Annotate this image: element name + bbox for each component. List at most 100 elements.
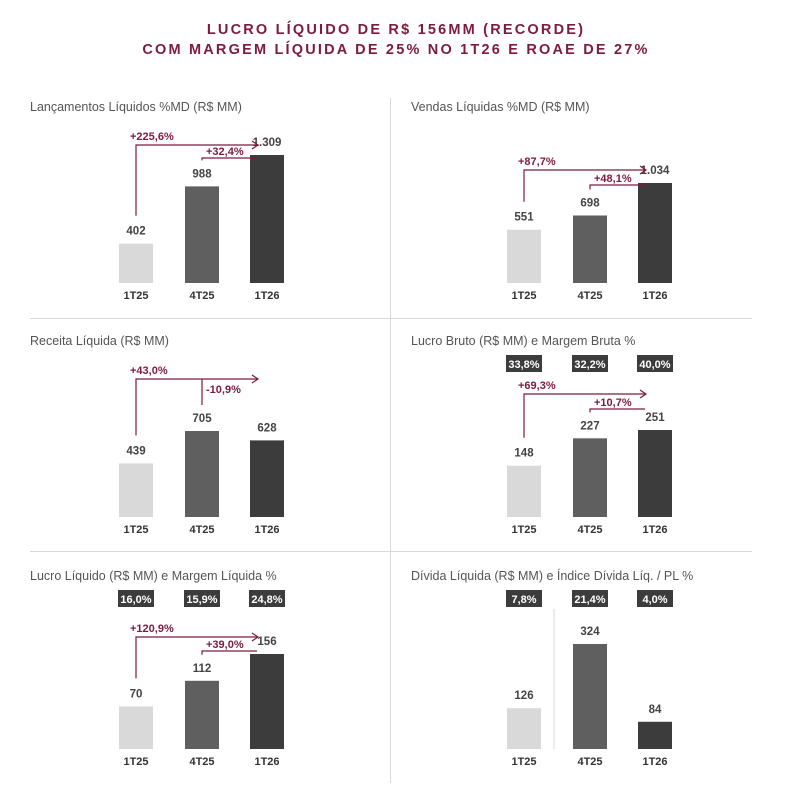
chart-title: Dívida Líquida (R$ MM) e Índice Dívida L… bbox=[411, 569, 694, 583]
margin-badge-label: 24,8% bbox=[251, 594, 282, 606]
category-label: 1T26 bbox=[642, 524, 667, 536]
margin-badge bbox=[249, 590, 285, 607]
data-label: 1.034 bbox=[641, 165, 670, 177]
category-label: 1T25 bbox=[511, 756, 536, 768]
data-label: 251 bbox=[645, 412, 665, 424]
chart-title: Lucro Líquido (R$ MM) e Margem Líquida % bbox=[30, 569, 277, 583]
category-label: 1T26 bbox=[254, 290, 279, 302]
yoy-growth-arrow bbox=[135, 378, 258, 436]
bar-chart: 148 1T25 227 4T25 251 1T26 33,8% 32,2% 40,0% +69,… bbox=[506, 355, 673, 536]
chart-title: Lucro Bruto (R$ MM) e Margem Bruta % bbox=[411, 334, 636, 348]
category-label: 4T25 bbox=[189, 290, 214, 302]
margin-badge bbox=[572, 590, 608, 607]
category-label: 1T26 bbox=[642, 290, 667, 302]
margin-badge-label: 4,0% bbox=[642, 594, 667, 606]
margin-badge-label: 40,0% bbox=[639, 359, 670, 371]
bar-chart: 551 1T25 698 4T25 1.034 1T26 +87,7% +48,1% bbox=[507, 156, 672, 302]
yoy-growth-arrow bbox=[135, 144, 258, 216]
margin-badge bbox=[572, 355, 608, 372]
chart-panel-receita: Receita Líquida (R$ MM) 439 1T25 705 4T25 62… bbox=[30, 334, 402, 564]
chart-title: Receita Líquida (R$ MM) bbox=[30, 334, 169, 348]
margin-badge bbox=[506, 355, 542, 372]
margin-badge bbox=[184, 590, 220, 607]
bar-1t26 bbox=[250, 155, 284, 283]
bar-1t26 bbox=[638, 183, 672, 283]
yoy-growth-label: +225,6% bbox=[130, 131, 174, 143]
report-title-line-2: COM MARGEM LÍQUIDA DE 25% NO 1T26 E ROAE… bbox=[142, 42, 650, 58]
data-label: 551 bbox=[514, 212, 534, 224]
data-label: 988 bbox=[192, 168, 212, 180]
category-label: 1T26 bbox=[254, 756, 279, 768]
row-divider bbox=[30, 551, 752, 552]
qoq-growth-label: +10,7% bbox=[594, 397, 632, 409]
data-label: 156 bbox=[257, 636, 276, 648]
data-label: 705 bbox=[192, 413, 212, 425]
category-label: 4T25 bbox=[577, 290, 602, 302]
qoq-growth-label: +32,4% bbox=[206, 146, 244, 158]
margin-badge-label: 33,8% bbox=[508, 359, 539, 371]
category-label: 1T25 bbox=[123, 290, 148, 302]
report-title-line-1: LUCRO LÍQUIDO DE R$ 156MM (RECORDE) bbox=[206, 22, 586, 38]
bar-1t26 bbox=[638, 721, 672, 749]
category-label: 1T25 bbox=[123, 524, 148, 536]
yoy-growth-label: +87,7% bbox=[518, 156, 556, 168]
data-label: 324 bbox=[580, 626, 600, 638]
bar-1t25 bbox=[507, 708, 541, 749]
yoy-growth-arrow bbox=[135, 636, 258, 679]
bar-1t25 bbox=[119, 243, 153, 283]
category-label: 4T25 bbox=[577, 524, 602, 536]
bar-1t26 bbox=[638, 430, 672, 517]
data-label: 112 bbox=[193, 663, 212, 675]
chart-panel-vendas: Vendas Líquidas %MD (R$ MM) 551 1T25 698 4T… bbox=[411, 100, 783, 330]
bar-4t25 bbox=[573, 215, 607, 283]
qoq-growth-label: +48,1% bbox=[594, 173, 632, 185]
category-label: 4T25 bbox=[577, 756, 602, 768]
arrowhead-icon bbox=[639, 165, 648, 175]
category-label: 1T25 bbox=[511, 290, 536, 302]
yoy-growth-arrow bbox=[523, 393, 646, 438]
qoq-growth-label: +39,0% bbox=[206, 639, 244, 651]
bar-1t25 bbox=[507, 229, 541, 283]
arrowhead-icon bbox=[251, 632, 260, 642]
chart-panel-lancamentos: Lançamentos Líquidos %MD (R$ MM) 402 1T25… bbox=[30, 100, 402, 330]
margin-badge bbox=[506, 590, 542, 607]
category-label: 1T25 bbox=[123, 756, 148, 768]
bar-1t25 bbox=[507, 465, 541, 517]
chart-panel-lucro-liquido: Lucro Líquido (R$ MM) e Margem Líquida %… bbox=[30, 569, 402, 799]
arrowhead-icon bbox=[251, 140, 260, 150]
yoy-growth-label: +120,9% bbox=[130, 623, 174, 635]
data-label: 439 bbox=[126, 445, 145, 457]
bar-4t25 bbox=[185, 186, 219, 283]
qoq-growth-arrow bbox=[589, 408, 645, 413]
category-label: 1T26 bbox=[642, 756, 667, 768]
data-label: 70 bbox=[130, 688, 143, 700]
qoq-growth-arrow bbox=[201, 157, 257, 161]
margin-badge-label: 15,9% bbox=[186, 594, 217, 606]
bar-1t26 bbox=[250, 654, 284, 749]
bar-1t25 bbox=[119, 463, 153, 517]
data-label: 628 bbox=[257, 422, 277, 434]
data-label: 1.309 bbox=[253, 137, 282, 149]
category-label: 4T25 bbox=[189, 524, 214, 536]
bar-4t25 bbox=[185, 680, 219, 749]
yoy-growth-label: +69,3% bbox=[518, 380, 556, 392]
margin-badge-label: 32,2% bbox=[574, 359, 605, 371]
bar-chart: 402 1T25 988 4T25 1.309 1T26 +225,6% +32,4% bbox=[119, 131, 284, 302]
qoq-growth-arrow bbox=[589, 184, 645, 190]
margin-badge bbox=[637, 355, 673, 372]
arrowhead-icon bbox=[639, 389, 648, 399]
bar-4t25 bbox=[185, 431, 219, 517]
category-label: 1T26 bbox=[254, 524, 279, 536]
bar-4t25 bbox=[573, 644, 607, 749]
data-label: 84 bbox=[649, 704, 662, 716]
qoq-growth-label: -10,9% bbox=[206, 384, 241, 396]
column-divider bbox=[390, 98, 391, 783]
chart-title: Lançamentos Líquidos %MD (R$ MM) bbox=[30, 100, 242, 114]
category-label: 4T25 bbox=[189, 756, 214, 768]
margin-badge bbox=[118, 590, 154, 607]
bar-chart: 70 1T25 112 4T25 156 1T26 16,0% 15,9% 24,8% +120,… bbox=[118, 590, 285, 768]
bar-4t25 bbox=[573, 438, 607, 517]
row-divider bbox=[30, 318, 752, 319]
chart-panel-lucro-bruto: Lucro Bruto (R$ MM) e Margem Bruta % 148… bbox=[411, 334, 783, 564]
data-label: 227 bbox=[580, 420, 599, 432]
